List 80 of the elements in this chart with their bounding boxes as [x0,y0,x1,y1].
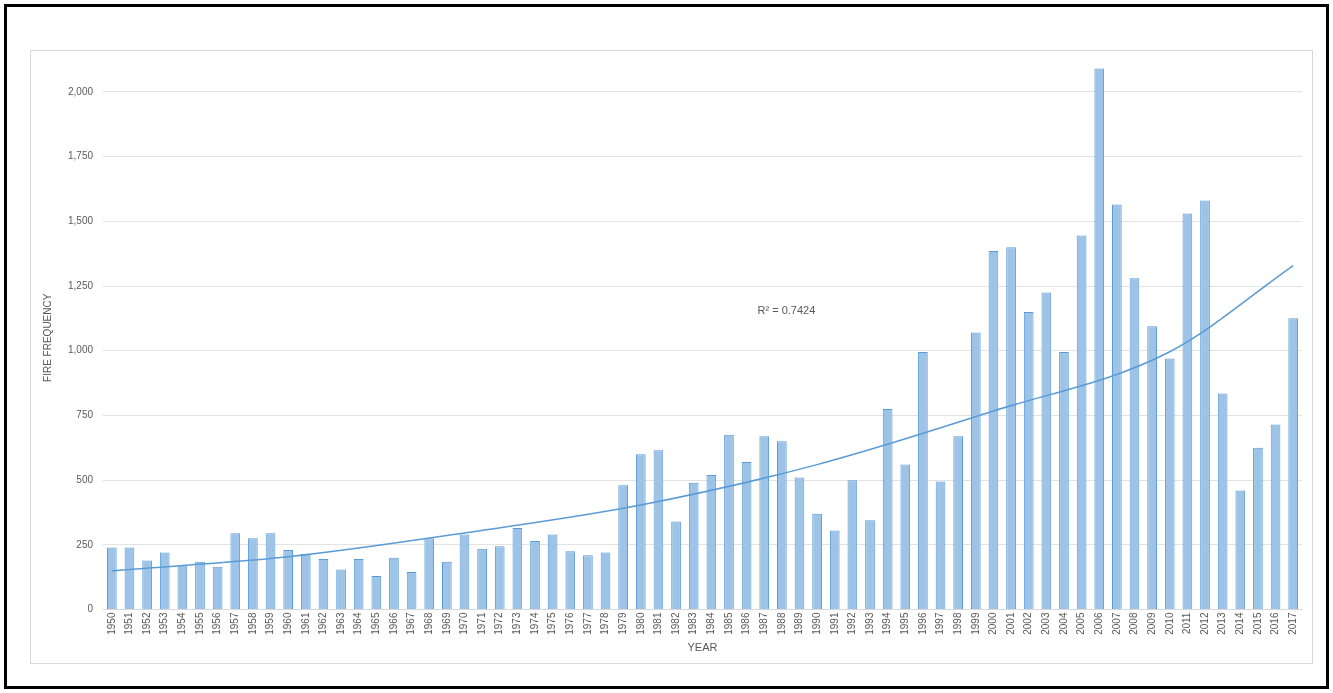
y-tick-label: 1,000 [67,344,94,356]
x-axis-title: YEAR [687,641,718,654]
x-tick-label: 1978 [599,612,611,635]
x-tick-label: 1993 [863,612,875,635]
x-tick-label: 1951 [123,612,135,635]
x-tick-label: 1994 [881,612,893,635]
x-tick-label: 1959 [264,612,276,635]
x-tick-label: 1984 [705,612,717,635]
x-tick-label: 2007 [1110,612,1122,635]
x-tick-label: 1985 [722,612,734,635]
x-tick-label: 2012 [1198,612,1210,635]
x-tick-label: 1998 [951,612,963,635]
x-tick-label: 1957 [229,612,241,635]
x-tick-label: 2004 [1057,612,1069,635]
x-tick-label: 1997 [934,612,946,635]
x-tick-label: 1995 [899,612,911,635]
y-tick-label: 0 [87,603,94,615]
x-tick-label: 1977 [581,612,593,635]
x-tick-label: 2014 [1234,612,1246,635]
x-tick-label: 1990 [810,612,822,635]
x-tick-label: 1987 [757,612,769,635]
x-tick-label: 1989 [793,612,805,635]
x-tick-label: 2017 [1286,612,1298,635]
x-tick-label: 2015 [1251,612,1263,635]
y-tick-label: 500 [76,473,94,485]
x-tick-label: 2010 [1163,612,1175,635]
x-tick-label: 1970 [458,612,470,635]
x-tick-label: 1969 [440,612,452,635]
y-tick-label: 1,500 [67,215,94,227]
x-tick-label: 1973 [511,612,523,635]
x-tick-label: 1950 [105,612,117,635]
x-tick-label: 1958 [246,612,258,635]
x-tick-label: 1982 [669,612,681,635]
x-tick-label: 2009 [1145,612,1157,635]
x-tick-label: 1991 [828,612,840,635]
x-tick-label: 1971 [475,612,487,635]
x-tick-label: 1976 [564,612,576,635]
x-tick-label: 1988 [775,612,787,635]
x-tick-label: 2016 [1269,612,1281,635]
x-tick-label: 1953 [158,612,170,635]
x-tick-label: 2001 [1004,612,1016,635]
y-tick-label: 750 [76,409,94,421]
x-tick-label: 1992 [846,612,858,635]
x-tick-label: 1999 [969,612,981,635]
x-tick-label: 1966 [387,612,399,635]
x-tick-label: 1967 [405,612,417,635]
x-tick-label: 1972 [493,612,505,635]
x-tick-label: 2003 [1040,612,1052,635]
x-tick-label: 1979 [616,612,628,635]
y-tick-label: 1,750 [67,150,94,162]
x-tick-label: 1961 [299,612,311,635]
x-tick-label: 1983 [687,612,699,635]
x-tick-label: 2006 [1092,612,1104,635]
y-tick-label: 250 [76,538,94,550]
x-tick-label: 1968 [422,612,434,635]
x-tick-label: 1955 [193,612,205,635]
y-tick-label: 2,000 [67,85,94,97]
x-tick-label: 1996 [916,612,928,635]
annotation: R² = 0.7424 [757,303,816,316]
x-tick-label: 1975 [546,612,558,635]
x-tick-label: 1952 [140,612,152,635]
x-tick-label: 1962 [317,612,329,635]
x-tick-label: 2008 [1128,612,1140,635]
x-tick-label: 2005 [1075,612,1087,635]
x-tick-label: 1964 [352,612,364,635]
x-tick-label: 1954 [176,612,188,635]
y-tick-label: 1,250 [67,279,94,291]
x-tick-label: 1974 [528,612,540,635]
x-tick-label: 1960 [281,612,293,635]
x-tick-label: 2000 [987,612,999,635]
x-tick-label: 1963 [334,612,346,635]
x-tick-label: 2013 [1216,612,1228,635]
x-tick-label: 2002 [1022,612,1034,635]
x-tick-label: 1980 [634,612,646,635]
x-tick-label: 1986 [740,612,752,635]
x-tick-label: 1981 [652,612,664,635]
y-axis-title: FIRE FREQUENCY [41,293,53,382]
x-tick-label: 1956 [211,612,223,635]
x-tick-label: 1965 [370,612,382,635]
x-tick-label: 2011 [1181,612,1193,635]
